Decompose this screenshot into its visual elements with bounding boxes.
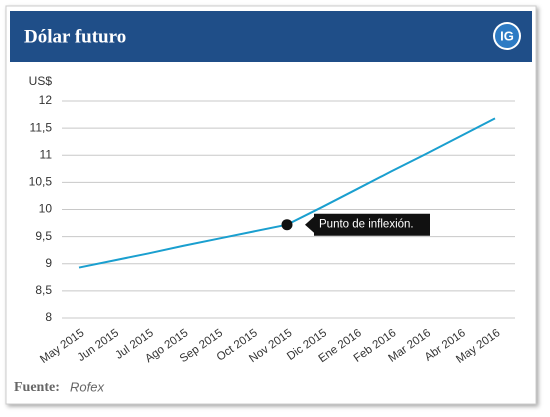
inflection-point — [281, 219, 293, 231]
y-tick-label: 12 — [39, 93, 53, 107]
card — [5, 5, 537, 405]
y-tick-label: 9 — [45, 256, 52, 270]
y-tick-label: 10 — [39, 202, 53, 216]
logo-inner — [495, 24, 519, 48]
y-tick-label: 10,5 — [29, 175, 53, 189]
source-label: Fuente: — [14, 380, 60, 395]
y-axis-label: US$ — [29, 74, 53, 88]
annotation-text: Punto de inflexión. — [319, 219, 414, 231]
logo: IG — [500, 28, 514, 43]
header — [10, 11, 532, 62]
annotation-box — [305, 213, 430, 236]
annotation: Punto de inflexión. — [305, 213, 430, 236]
y-tick-label: 9,5 — [35, 229, 52, 243]
source: Rofex — [70, 379, 104, 394]
y-tick-label: 11,5 — [30, 120, 53, 134]
chart-title: Dólar futuro — [24, 26, 126, 47]
y-tick-label: 8 — [45, 310, 52, 324]
y-tick-label: 11 — [40, 147, 53, 161]
y-tick-label: 8,5 — [35, 283, 52, 297]
